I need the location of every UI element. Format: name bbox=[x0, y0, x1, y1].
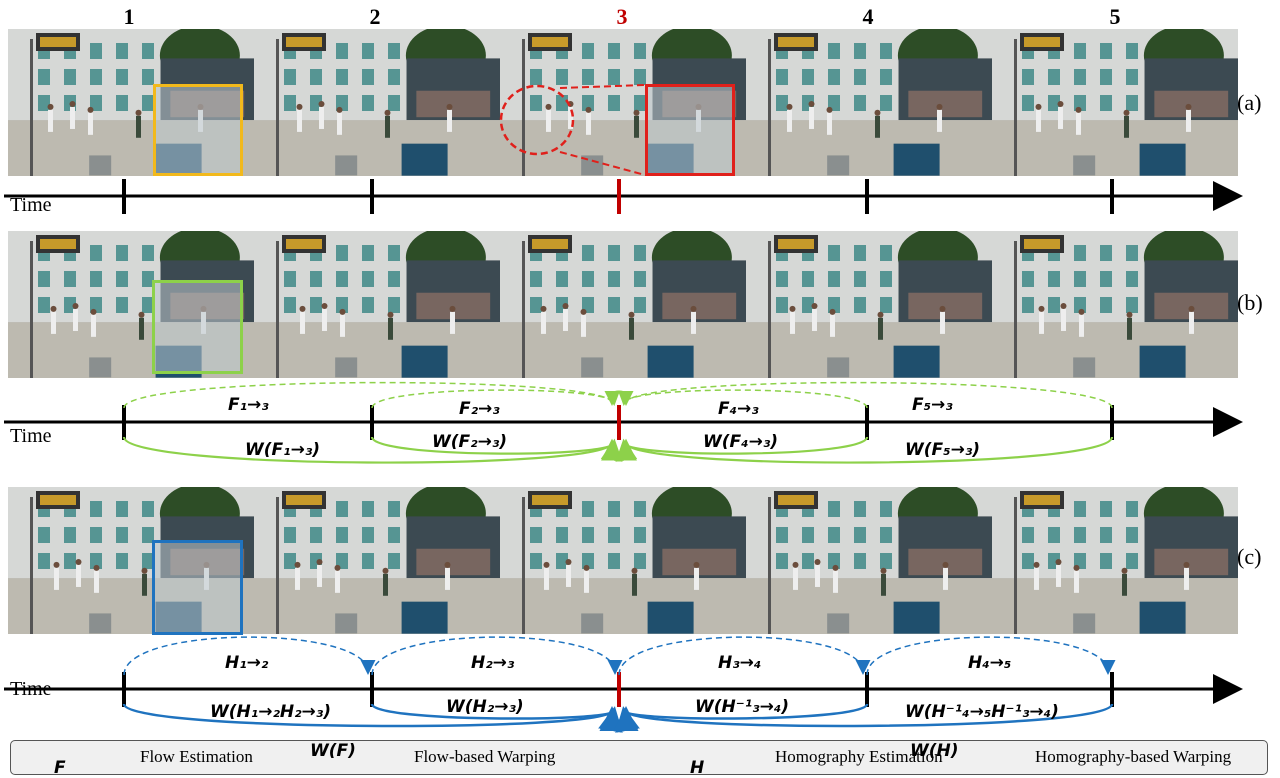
row-label-b: (b) bbox=[1237, 290, 1263, 315]
homo-est-label-34: H₃→₄ bbox=[718, 653, 762, 673]
frame-number-1: 1 bbox=[123, 4, 135, 29]
video-frame-row2-col4 bbox=[746, 231, 992, 378]
homo-est-label-23: H₂→₃ bbox=[471, 653, 515, 673]
timeline-a bbox=[4, 179, 1243, 214]
homo-warp-label-34: W(H⁻¹₃→₄) bbox=[695, 697, 790, 717]
flow-warp-label-4: W(F₄→₃) bbox=[703, 432, 779, 452]
time-label-b: Time bbox=[10, 425, 52, 447]
zoom-box-a-frame3 bbox=[645, 84, 735, 176]
flow-warp-label-1: W(F₁→₃) bbox=[245, 440, 321, 460]
video-frame-row1-col4 bbox=[746, 29, 992, 176]
frame-number-2: 2 bbox=[369, 4, 381, 29]
row-label-c: (c) bbox=[1237, 544, 1262, 569]
row-label-a: (a) bbox=[1237, 90, 1262, 115]
video-frame-row3-col2 bbox=[254, 487, 500, 634]
homo-warp-label-35: W(H⁻¹₄→₅H⁻¹₃→₄) bbox=[905, 702, 1059, 722]
flow-est-label-1: F₁→₃ bbox=[228, 395, 269, 415]
homo-warp-label-13: W(H₁→₂H₂→₃) bbox=[210, 702, 332, 722]
zoom-box-a-frame1 bbox=[153, 84, 243, 176]
legend bbox=[10, 740, 1268, 775]
video-frame-row1-col2 bbox=[254, 29, 500, 176]
video-frame-row1-col5 bbox=[992, 29, 1238, 176]
flow-warp-label-5: W(F₅→₃) bbox=[905, 440, 981, 460]
homo-warp-label-23: W(H₂→₃) bbox=[446, 697, 524, 717]
zoom-box-b-frame1 bbox=[152, 280, 243, 374]
homography-warping-arrows bbox=[122, 702, 1114, 734]
time-label-a: Time bbox=[10, 194, 52, 216]
homo-est-label-45: H₄→₅ bbox=[968, 653, 1012, 673]
frame-number-3: 3 bbox=[616, 4, 628, 29]
legend-flow-est-label: Flow Estimation bbox=[140, 747, 253, 766]
legend-flow-warp-symbol: W(F) bbox=[310, 741, 356, 761]
timeline-b bbox=[4, 405, 1243, 440]
zoom-box-c-frame1 bbox=[152, 540, 243, 635]
flow-warp-label-2: W(F₂→₃) bbox=[432, 432, 508, 452]
flow-est-label-4: F₄→₃ bbox=[718, 399, 759, 419]
homo-est-label-12: H₁→₂ bbox=[225, 653, 269, 673]
legend-homo-est-symbol: H bbox=[690, 758, 705, 778]
legend-homo-warp-label: Homography-based Warping bbox=[1035, 747, 1232, 766]
video-frame-row2-col5 bbox=[992, 231, 1238, 378]
frame-number-4: 4 bbox=[862, 4, 874, 29]
video-frame-row3-col4 bbox=[746, 487, 992, 634]
flow-est-label-2: F₂→₃ bbox=[459, 399, 500, 419]
legend-flow-warp-label: Flow-based Warping bbox=[414, 747, 556, 766]
legend-homo-warp-symbol: W(H) bbox=[910, 741, 959, 761]
video-frame-row2-col2 bbox=[254, 231, 500, 378]
flow-warping-arrows bbox=[122, 436, 1114, 464]
video-frame-row3-col5 bbox=[992, 487, 1238, 634]
frame-number-5: 5 bbox=[1109, 4, 1121, 29]
flow-est-label-5: F₅→₃ bbox=[912, 395, 953, 415]
legend-homo-est-label: Homography Estimation bbox=[775, 747, 943, 766]
legend-flow-est-symbol: F bbox=[54, 758, 66, 778]
homography-estimation-arrows bbox=[123, 636, 1116, 676]
video-frame-row2-col3 bbox=[500, 231, 746, 378]
video-frame-row3-col3 bbox=[500, 487, 746, 634]
flow-estimation-arrows bbox=[123, 381, 1113, 409]
timeline-c bbox=[4, 672, 1243, 707]
